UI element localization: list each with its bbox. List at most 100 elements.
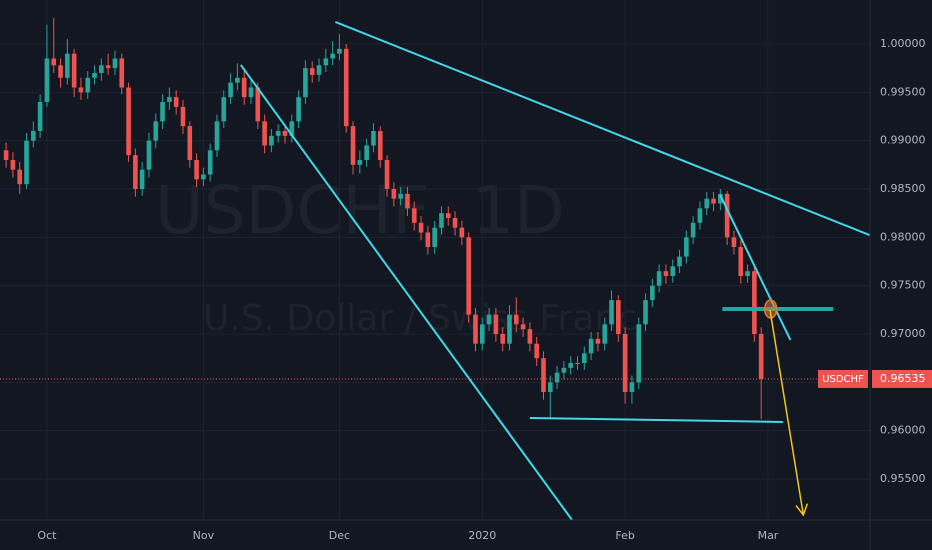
candle-body xyxy=(255,87,261,122)
y-tick-label: 0.97000 xyxy=(880,327,926,340)
candle-body xyxy=(595,338,601,344)
candle-body xyxy=(391,188,397,199)
trend-line xyxy=(239,64,573,521)
candle-body xyxy=(704,198,710,209)
candle-body xyxy=(622,334,628,393)
candle-body xyxy=(459,227,465,238)
candle-body xyxy=(724,193,730,238)
candle-body xyxy=(167,97,172,102)
candle-body xyxy=(17,169,23,185)
y-tick-label: 0.98000 xyxy=(880,230,926,243)
candle-body xyxy=(330,53,335,59)
x-tick-label: 2020 xyxy=(468,529,496,542)
candle-body xyxy=(296,97,301,122)
candle-body xyxy=(65,53,70,78)
arrow-head xyxy=(795,503,809,517)
candle-body xyxy=(377,130,383,160)
candle-body xyxy=(78,87,84,93)
price-tag xyxy=(872,369,932,388)
candle-body xyxy=(112,58,118,69)
trend-line xyxy=(719,194,792,341)
y-tick-label: 0.99000 xyxy=(880,134,926,147)
candle-body xyxy=(500,334,505,344)
y-tick-label: 0.96000 xyxy=(880,424,926,437)
candle-body xyxy=(711,198,716,204)
candle-body xyxy=(466,237,471,315)
arrow-line xyxy=(769,309,805,516)
candle-body xyxy=(99,65,104,73)
candle-body xyxy=(228,82,233,98)
candle-body xyxy=(350,126,356,165)
candle-body xyxy=(105,65,111,69)
candle-body xyxy=(547,382,553,393)
candle-body xyxy=(513,314,519,325)
candle-body xyxy=(527,329,533,344)
candle-body xyxy=(248,87,254,98)
candle-body xyxy=(479,324,485,344)
candle-body xyxy=(269,135,274,146)
candle-body xyxy=(160,101,165,122)
candle-body xyxy=(731,237,737,247)
candle-body xyxy=(85,77,91,93)
candle-body xyxy=(616,300,621,335)
candle-body xyxy=(241,77,247,98)
candle-body xyxy=(690,222,696,238)
candle-body xyxy=(697,208,703,223)
candle-body xyxy=(581,353,587,364)
candle-body xyxy=(384,159,390,189)
symbol-tag xyxy=(818,369,868,388)
candle-body xyxy=(473,314,478,344)
candle-body xyxy=(10,159,16,170)
candle-body xyxy=(738,246,744,276)
candle-body xyxy=(650,285,655,301)
candle-body xyxy=(636,324,642,383)
candle-body xyxy=(173,97,179,107)
candle-body xyxy=(275,130,281,136)
candle-body xyxy=(180,106,186,127)
candle-body xyxy=(357,159,363,165)
candle-body xyxy=(323,58,329,66)
candle-body xyxy=(561,367,567,373)
candle-body xyxy=(187,126,193,160)
watermark-description: U.S. Dollar / Swiss Franc xyxy=(203,298,637,339)
price-label: 0.96535 xyxy=(880,372,926,385)
candle-body xyxy=(758,334,764,379)
candle-body xyxy=(58,65,63,78)
candle-body xyxy=(609,300,614,325)
candle-body xyxy=(71,53,77,88)
y-tick-label: 1.00000 xyxy=(880,37,926,50)
x-tick-label: Mar xyxy=(758,529,779,542)
candle-body xyxy=(289,121,295,136)
candle-body xyxy=(656,271,662,286)
candle-body xyxy=(432,227,437,247)
x-tick-label: Oct xyxy=(37,529,57,542)
candle-body xyxy=(146,140,152,170)
candle-body xyxy=(677,256,682,267)
candle-body xyxy=(214,121,220,151)
candle-body xyxy=(153,121,159,141)
candle-body xyxy=(684,237,689,257)
candle-body xyxy=(207,150,213,175)
candle-body xyxy=(139,169,145,189)
candle-body xyxy=(51,58,57,66)
price-axis xyxy=(870,0,932,550)
candle-body xyxy=(133,155,138,189)
candle-body xyxy=(588,338,594,354)
candle-body xyxy=(445,213,451,218)
candle-body xyxy=(629,382,635,393)
y-tick-label: 0.97500 xyxy=(880,279,926,292)
candle-body xyxy=(126,87,131,156)
watermark: USDCHF, 1D xyxy=(155,172,564,249)
candle-body xyxy=(411,208,417,223)
x-tick-label: Dec xyxy=(329,529,350,542)
candle-body xyxy=(486,314,492,325)
candle-body xyxy=(752,271,757,335)
candle-body xyxy=(534,343,540,359)
candle-body xyxy=(575,363,580,365)
x-tick-label: Feb xyxy=(615,529,634,542)
candle-body xyxy=(520,324,526,330)
candle-body xyxy=(493,314,499,335)
candle-body xyxy=(282,130,288,136)
candle-body xyxy=(452,217,458,228)
